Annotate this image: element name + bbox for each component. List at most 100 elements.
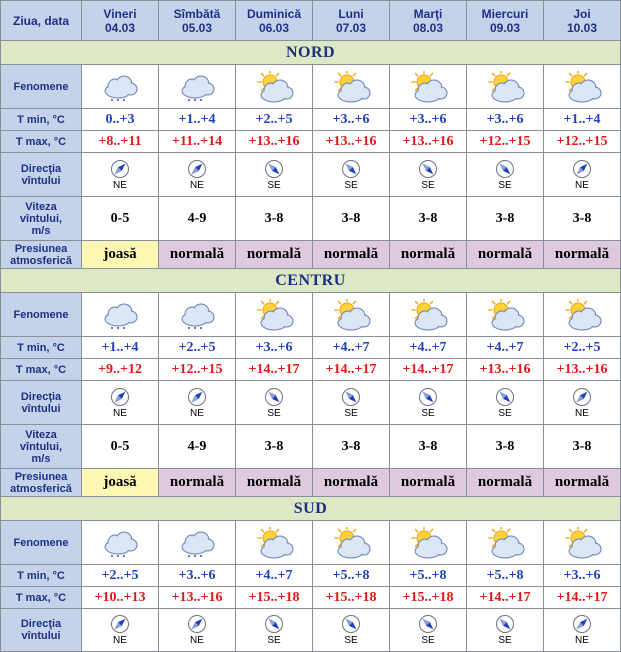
wind-direction-compass-icon <box>419 387 437 406</box>
cloud-snow-icon <box>181 75 215 101</box>
weather-cell <box>389 292 467 337</box>
wind-direction-compass-icon <box>342 387 360 406</box>
wind-direction: NE <box>83 159 158 191</box>
weather-cell <box>235 64 313 109</box>
wind-direction-compass-icon <box>265 387 283 406</box>
row-label-line: vîntului <box>21 630 61 642</box>
tmax-value: +15..+18 <box>235 586 313 609</box>
region-title: NORD <box>0 40 621 65</box>
wind-direction-cell: NE <box>543 152 621 197</box>
day-name: Sîmbătă <box>173 6 221 21</box>
tmax-value: +13..+16 <box>389 130 467 153</box>
cloud-snow-icon <box>104 531 138 557</box>
row-label: Direcţia vîntului <box>0 152 82 197</box>
row-label-line: Fenomene <box>13 308 69 321</box>
region-row: NORD <box>0 40 621 65</box>
tmax-value: +14..+17 <box>312 358 390 381</box>
wind-direction-cell: NE <box>158 608 236 652</box>
pressure-value: normală <box>389 240 467 269</box>
tmin-value: +3..+6 <box>389 108 467 131</box>
row-label: T min, °C <box>0 108 82 131</box>
row-label-line: T max, °C <box>15 135 67 148</box>
row-label: Direcţia vîntului <box>0 608 82 652</box>
wind-speed-value: 3-8 <box>543 424 621 469</box>
wind-direction-text: NE <box>190 407 204 419</box>
day-header: Duminică 06.03 <box>235 0 313 41</box>
tmax-row: T max, °C +9..+12 +12..+15 +14..+17 +14..+17… <box>0 358 621 381</box>
tmax-value: +14..+17 <box>543 586 621 609</box>
wind-direction-cell: SE <box>466 380 544 425</box>
wind-direction-cell: SE <box>389 380 467 425</box>
tmax-value: +13..+16 <box>466 358 544 381</box>
wind-direction-text: SE <box>344 635 358 646</box>
row-label-line: Direcţia <box>20 390 62 403</box>
partly-sunny-icon <box>257 298 294 330</box>
wind-direction: SE <box>391 614 466 646</box>
wind-direction-compass-icon <box>265 615 283 633</box>
wind-direction-compass-icon <box>188 387 206 406</box>
partly-sunny-icon <box>488 70 525 102</box>
cloud-snow-icon <box>181 303 215 329</box>
tmin-row: T min, °C +2..+5 +3..+6 +4..+7 +5..+8 +5..+8 +… <box>0 564 621 587</box>
tmax-value: +13..+16 <box>158 586 236 609</box>
wind-direction-compass-icon <box>573 387 591 406</box>
row-label: Presiunea atmosferică <box>0 240 82 269</box>
wind-direction-text: SE <box>267 407 281 419</box>
tmax-value: +12..+15 <box>158 358 236 381</box>
row-label: Viteza vîntului, m/s <box>0 424 82 469</box>
wind-speed-value: 3-8 <box>312 424 390 469</box>
wind-direction: SE <box>237 614 312 646</box>
tmin-value: +3..+6 <box>466 108 544 131</box>
row-label-line: Presiunea <box>14 470 68 483</box>
weather-cell <box>312 520 390 565</box>
day-header: Miercuri 09.03 <box>466 0 544 41</box>
wind-direction-cell: NE <box>158 380 236 425</box>
row-label-line: vîntului <box>21 402 61 415</box>
tmin-value: +2..+5 <box>81 564 159 587</box>
wind-direction-cell: SE <box>466 152 544 197</box>
wind-direction-cell: SE <box>466 608 544 652</box>
header-row: Ziua, data Vineri 04.03 Sîmbătă 05.03 Dumi… <box>0 0 621 41</box>
wind-direction-text: SE <box>344 179 358 191</box>
wind-direction-cell: SE <box>389 152 467 197</box>
wind-direction: NE <box>83 614 158 646</box>
wind-direction-compass-icon <box>573 159 591 178</box>
row-label: Direcţia vîntului <box>0 380 82 425</box>
wind-direction-text: SE <box>421 179 435 191</box>
partly-sunny-icon <box>257 70 294 102</box>
wind-direction-text: SE <box>421 407 435 419</box>
wind-speed-row: Viteza vîntului, m/s 0-5 4-9 3-8 3-8 3-8 3-8 3-8 <box>0 424 621 469</box>
partly-sunny-icon <box>411 70 448 102</box>
tmin-value: 0..+3 <box>81 108 159 131</box>
partly-sunny-icon <box>565 298 602 330</box>
row-label-line: Viteza <box>25 200 57 213</box>
row-label-line: T max, °C <box>15 363 67 376</box>
weather-cell <box>466 520 544 565</box>
row-label: Presiunea atmosferică <box>0 468 82 497</box>
region-row: CENTRU <box>0 268 621 293</box>
corner-label: Ziua, data <box>0 0 82 41</box>
tmin-value: +3..+6 <box>158 564 236 587</box>
tmin-value: +1..+4 <box>158 108 236 131</box>
tmax-value: +10..+13 <box>81 586 159 609</box>
fenomene-row: Fenomene <box>0 292 621 337</box>
tmin-value: +1..+4 <box>81 336 159 359</box>
weather-cell <box>158 520 236 565</box>
row-label-line: vîntului, <box>19 440 63 453</box>
day-name: Joi <box>573 6 591 21</box>
tmax-value: +9..+12 <box>81 358 159 381</box>
weather-cell <box>543 292 621 337</box>
wind-direction-compass-icon <box>496 159 514 178</box>
row-label: Fenomene <box>0 292 82 337</box>
wind-speed-value: 3-8 <box>543 196 621 241</box>
tmax-value: +14..+17 <box>466 586 544 609</box>
partly-sunny-icon <box>565 526 602 558</box>
weather-cell <box>235 292 313 337</box>
wind-direction: NE <box>160 159 235 191</box>
wind-direction-cell: SE <box>235 152 313 197</box>
partly-sunny-icon <box>257 526 294 558</box>
wind-direction-compass-icon <box>188 615 206 633</box>
pressure-value: normală <box>158 240 236 269</box>
tmin-value: +1..+4 <box>543 108 621 131</box>
wind-direction-cell: SE <box>235 608 313 652</box>
